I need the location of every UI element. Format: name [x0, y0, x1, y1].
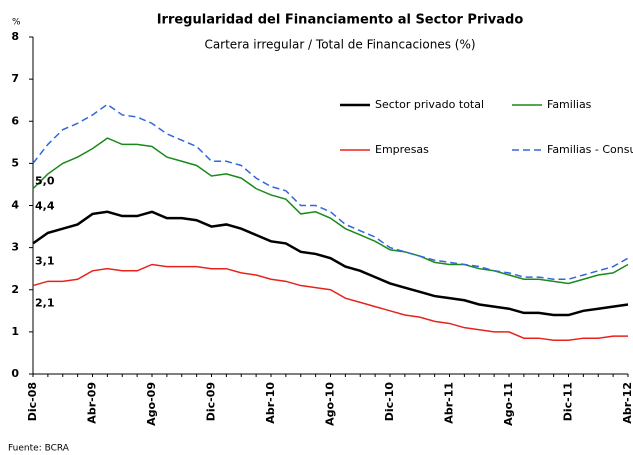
x-tick-label: Abr-10: [264, 382, 277, 424]
source: Fuente: BCRA: [8, 444, 70, 454]
series-line: [32, 137, 629, 285]
legend-label: Familias - Consumo: [547, 143, 633, 156]
data-label: 4,4: [35, 200, 55, 213]
x-tick-label: Dic-10: [383, 382, 396, 422]
x-tick-label: Abr-11: [443, 382, 456, 424]
y-tick-label: 0: [11, 367, 19, 380]
series-line: [32, 210, 629, 317]
legend-label: Sector privado total: [375, 98, 484, 111]
series-line: [32, 103, 629, 280]
y-tick-label: 1: [11, 325, 19, 338]
y-tick-label: 2: [11, 283, 19, 296]
data-label: 5,0: [35, 174, 55, 187]
legend-label: Empresas: [375, 143, 429, 156]
data-label: 3,1: [35, 254, 55, 267]
y-tick-label: 4: [11, 199, 19, 212]
x-tick-label: Dic-09: [205, 382, 218, 421]
y-tick-label: 7: [11, 72, 19, 85]
chart-subtitle: Cartera irregular / Total de Financacion…: [204, 38, 475, 52]
y-tick-label: 6: [11, 114, 19, 127]
y-tick-label: 5: [11, 156, 19, 169]
y-unit: %: [12, 18, 21, 28]
x-tick-label: Abr-09: [86, 382, 99, 424]
x-tick-label: Ago-10: [324, 382, 337, 426]
x-tick-label: Ago-09: [145, 382, 158, 426]
legend-label: Familias: [547, 98, 592, 111]
data-label: 2,1: [35, 297, 55, 310]
x-tick-label: Abr-12: [621, 382, 633, 424]
y-tick-label: 3: [11, 241, 19, 254]
series-line: [32, 263, 628, 342]
y-tick-label: 8: [11, 30, 19, 43]
chart-title: Irregularidad del Financiamento al Secto…: [157, 13, 524, 28]
x-tick-label: Dic-11: [562, 382, 575, 421]
x-tick-label: Dic-08: [26, 382, 39, 421]
x-tick-label: Ago-11: [502, 382, 515, 426]
